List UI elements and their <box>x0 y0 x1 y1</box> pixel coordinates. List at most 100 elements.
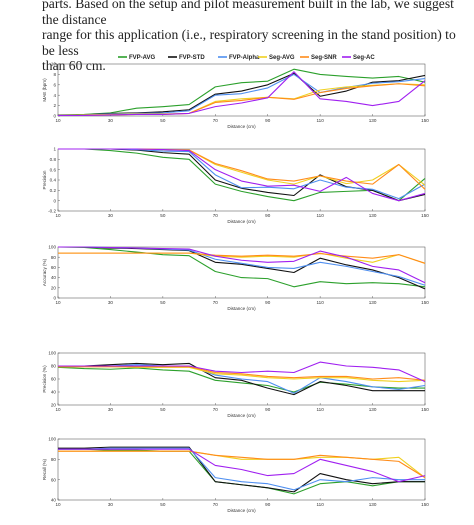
x-tick-label: 90 <box>265 213 271 218</box>
plot-frame <box>57 63 426 117</box>
y-tick-label: 1 <box>53 147 56 152</box>
x-tick-label: 130 <box>369 300 377 305</box>
plot-frame <box>57 246 426 299</box>
series-line-fvp-avg <box>58 148 426 202</box>
series-line-fvp-avg <box>57 246 426 288</box>
x-tick-label: 10 <box>55 118 61 123</box>
series-line-fvp-std <box>57 72 426 117</box>
x-tick-label: 50 <box>160 300 166 305</box>
y-axis-label: Precision (%) <box>42 365 47 393</box>
x-tick-label: 50 <box>160 213 166 218</box>
y-tick-label: 20 <box>51 403 57 408</box>
x-tick-label: 70 <box>213 300 219 305</box>
x-tick-label: 30 <box>108 407 114 412</box>
y-tick-label: 80 <box>51 255 57 260</box>
paragraph-line-1: parts. Based on the setup and pilot meas… <box>42 0 454 27</box>
series-line-seg-ac <box>58 148 426 202</box>
x-tick-label: 130 <box>369 213 377 218</box>
y-axis-label: Recall (%) <box>42 458 47 480</box>
x-axis-label: Distance (cm) <box>227 124 256 129</box>
legend-label-2: FVP-Alpha <box>229 55 260 61</box>
series-line-seg-avg <box>58 148 426 186</box>
legend-label-0: FVP-AVG <box>129 55 156 61</box>
series-line-seg-avg <box>58 450 426 479</box>
series-line-fvp-alpha <box>57 73 426 117</box>
x-tick-label: 110 <box>316 118 324 123</box>
x-tick-label: 70 <box>213 407 219 412</box>
chart-panel-2: 10 30 50 70 90 110 130 150 0 20 40 60 80 100 Distance … <box>42 245 429 311</box>
y-tick-label: 4 <box>53 93 56 98</box>
x-tick-label: 10 <box>55 407 61 412</box>
plot-frame <box>57 438 426 501</box>
y-axis-label: Accuracy (%) <box>42 258 47 286</box>
paragraph-line-2: range for this application (i.e., respir… <box>42 27 456 58</box>
x-tick-label: 90 <box>265 502 271 507</box>
series-line-seg-snr <box>58 83 426 117</box>
chart-panel-1: 10 30 50 70 90 110 130 150 -0.2 0 0.2 0.4 0.6 0.8 1 Dis… <box>42 147 429 224</box>
y-tick-label: 100 <box>48 437 56 442</box>
y-tick-label: 100 <box>48 351 56 356</box>
x-axis-label: Distance (cm) <box>227 219 256 224</box>
x-tick-label: 110 <box>316 502 324 507</box>
y-tick-label: 0.6 <box>50 167 57 172</box>
series-line-seg-ac <box>58 361 426 383</box>
y-tick-label: 10 <box>51 62 57 67</box>
x-tick-label: 130 <box>369 118 377 123</box>
x-tick-label: 30 <box>108 213 114 218</box>
legend-label-5: Seg-AC <box>353 55 375 61</box>
x-tick-label: 50 <box>160 502 166 507</box>
x-tick-label: 70 <box>213 118 219 123</box>
x-tick-label: 10 <box>55 502 61 507</box>
series-line-seg-snr <box>58 366 426 381</box>
y-tick-label: 40 <box>51 498 57 503</box>
y-tick-label: 8 <box>53 72 56 77</box>
y-tick-label: 60 <box>51 477 57 482</box>
y-tick-label: 0.4 <box>50 178 57 183</box>
x-tick-label: 70 <box>213 502 219 507</box>
series-line-fvp-alpha <box>58 447 425 491</box>
series-line-seg-snr <box>58 148 426 190</box>
y-tick-label: 0 <box>53 198 56 203</box>
x-axis-label: Distance (cm) <box>227 508 256 513</box>
x-tick-label: 10 <box>55 300 61 305</box>
series-line-fvp-avg <box>57 68 426 116</box>
legend-label-4: Seg-SNR <box>311 55 337 61</box>
series-line-fvp-std <box>58 148 426 202</box>
series-line-seg-snr <box>58 252 426 264</box>
x-tick-label: 90 <box>265 118 271 123</box>
y-axis-label: MAE (bpm) <box>42 78 47 102</box>
x-tick-label: 150 <box>421 213 429 218</box>
x-tick-label: 110 <box>316 407 324 412</box>
series-line-seg-snr <box>58 450 426 479</box>
series-line-fvp-avg <box>57 366 425 393</box>
x-tick-label: 50 <box>160 118 166 123</box>
series-line-seg-ac <box>58 448 426 483</box>
x-tick-label: 90 <box>265 407 271 412</box>
x-tick-label: 130 <box>369 407 377 412</box>
x-axis-label: Distance (cm) <box>227 306 256 311</box>
x-tick-label: 110 <box>316 300 324 305</box>
x-tick-label: 130 <box>369 502 377 507</box>
series-line-seg-avg <box>57 83 426 117</box>
x-tick-label: 150 <box>421 118 429 123</box>
y-tick-label: -0.2 <box>48 209 56 214</box>
y-tick-label: 40 <box>51 275 57 280</box>
x-tick-label: 150 <box>421 502 429 507</box>
y-tick-label: 0.8 <box>50 157 57 162</box>
x-tick-label: 10 <box>55 213 61 218</box>
series-line-fvp-std <box>58 446 425 493</box>
x-tick-label: 30 <box>108 502 114 507</box>
chart-panel-0: 10 30 50 70 90 110 130 150 0 2 4 6 8 10 Distance (cm) M… <box>42 62 429 129</box>
chart-panel-3: 10 30 50 70 90 110 130 150 20 40 60 80 100 Distance (… <box>42 351 429 418</box>
series-line-seg-ac <box>58 246 426 284</box>
x-tick-label: 150 <box>421 407 429 412</box>
y-tick-label: 60 <box>51 377 57 382</box>
x-tick-label: 150 <box>421 300 429 305</box>
y-tick-label: 0.2 <box>50 188 57 193</box>
x-tick-label: 30 <box>108 118 114 123</box>
legend-label-1: FVP-STD <box>179 55 205 61</box>
y-tick-label: 0 <box>53 114 56 119</box>
y-tick-label: 0 <box>53 296 56 301</box>
x-tick-label: 50 <box>160 407 166 412</box>
